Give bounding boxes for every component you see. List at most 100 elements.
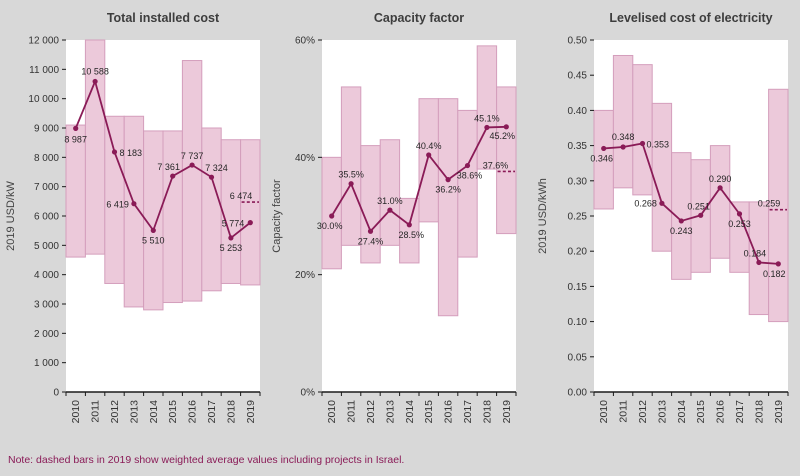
range-band	[632, 64, 653, 196]
chart-title: Total installed cost	[107, 11, 220, 25]
range-band	[379, 139, 401, 246]
x-tick-label: 2018	[753, 400, 765, 424]
data-point	[464, 162, 471, 169]
data-point-label: 0.182	[763, 269, 786, 279]
x-tick-label: 2012	[109, 400, 121, 424]
y-tick-label: 6 000	[34, 212, 59, 223]
x-tick-label: 2012	[637, 400, 649, 424]
y-tick-label: 9 000	[34, 124, 59, 135]
x-tick-label: 2019	[501, 400, 513, 424]
y-tick-label: 7 000	[34, 182, 59, 193]
chart-capacity-factor: Capacity factor 0% 20% 40% 60% 2010 2011 2012 20…	[271, 11, 517, 424]
data-point-label: 30.0%	[317, 221, 343, 231]
y-tick-label: 0.45	[568, 71, 588, 82]
data-point-label: 27.4%	[358, 236, 384, 246]
data-point	[406, 222, 412, 228]
range-band	[671, 152, 692, 280]
range-band	[651, 102, 673, 252]
x-tick-label: 2010	[70, 400, 82, 424]
data-point	[228, 235, 234, 241]
data-point-label: 0.184	[744, 248, 767, 258]
data-point-label: 5 510	[142, 235, 165, 245]
data-point-label: 7 324	[205, 163, 228, 173]
range-band	[201, 127, 222, 292]
data-point-label: 0.346	[590, 153, 613, 163]
x-tick-label: 2010	[326, 400, 338, 424]
data-point	[484, 124, 490, 131]
y-tick-label: 8 000	[34, 153, 59, 164]
y-tick-label: 2 000	[34, 329, 59, 340]
y-axis-title: 2019 USD/kW	[5, 181, 17, 251]
range-band	[65, 124, 86, 258]
y-tick-label: 0.25	[568, 212, 588, 223]
data-point	[736, 211, 743, 217]
data-point	[387, 207, 393, 213]
data-point	[445, 177, 451, 183]
data-point	[678, 218, 684, 224]
y-tick-label: 4 000	[34, 270, 59, 281]
data-point	[150, 227, 156, 233]
data-point	[348, 181, 354, 187]
range-band	[162, 130, 183, 304]
data-point-label: 0.353	[647, 139, 670, 149]
y-tick-label: 10 000	[28, 94, 59, 105]
range-band	[437, 98, 459, 317]
weighted-average-label: 6 474	[230, 191, 253, 201]
data-point-label: 0.251	[687, 201, 710, 211]
data-point	[717, 185, 723, 191]
range-band	[709, 145, 731, 259]
y-axis-title: 2019 USD/kWh	[537, 178, 549, 254]
data-point	[601, 145, 607, 152]
data-point-label: 0.348	[612, 132, 635, 142]
y-tick-label: 0	[53, 388, 59, 399]
x-tick-label: 2013	[128, 400, 140, 424]
data-point-label: 45.1%	[474, 113, 500, 123]
x-tick-label: 2011	[90, 400, 102, 423]
data-point	[503, 124, 509, 130]
data-point	[92, 78, 98, 85]
x-tick-label: 2019	[773, 400, 785, 424]
range-band	[496, 86, 517, 235]
data-point-label: 5 774	[222, 219, 245, 229]
range-band	[612, 54, 634, 189]
data-point	[247, 220, 253, 226]
range-band	[476, 45, 498, 170]
y-tick-label: 1 000	[34, 358, 59, 369]
data-point-label: 35.5%	[338, 170, 364, 180]
data-point-label: 0.243	[670, 226, 693, 236]
y-tick-label: 12 000	[28, 36, 59, 47]
data-point-label: 7 737	[181, 151, 204, 161]
trend-line	[74, 78, 251, 240]
range-band	[457, 109, 478, 258]
chart-title: Capacity factor	[374, 11, 464, 25]
y-axis-title: Capacity factor	[271, 179, 283, 253]
y-tick-label: 0%	[301, 388, 316, 399]
x-tick-label: 2019	[245, 400, 257, 424]
data-point-label: 0.268	[634, 198, 657, 208]
x-tick-label: 2015	[167, 400, 179, 424]
data-point-label: 38.6%	[457, 171, 483, 181]
data-point-label: 0.253	[728, 219, 751, 229]
chart-total-installed-cost: Total installed cost 0 1 000 2 000 3 000 4 00…	[5, 11, 261, 424]
data-point	[639, 140, 646, 147]
x-tick-label: 2018	[481, 400, 493, 424]
x-tick-label: 2014	[676, 400, 688, 424]
data-point-label: 7 361	[157, 162, 180, 172]
trend-line	[330, 125, 507, 233]
data-point-label: 10 588	[81, 66, 109, 76]
chart-levelised-cost-of-electricity: Levelised cost of electricity 0.00 0.05 0.1…	[537, 11, 789, 424]
data-point	[620, 144, 626, 150]
range-band	[418, 98, 439, 223]
data-point-label: 28.5%	[399, 230, 425, 240]
x-tick-label: 2017	[206, 400, 218, 424]
x-tick-label: 2017	[734, 400, 746, 424]
y-tick-label: 0.20	[568, 247, 588, 258]
data-point	[208, 174, 215, 180]
data-point	[131, 201, 137, 207]
range-band	[340, 86, 362, 246]
x-tick-label: 2016	[187, 400, 199, 424]
y-tick-label: 0.10	[568, 317, 588, 328]
data-point-label: 5 253	[220, 243, 243, 253]
data-point-label: 45.2%	[490, 131, 516, 141]
